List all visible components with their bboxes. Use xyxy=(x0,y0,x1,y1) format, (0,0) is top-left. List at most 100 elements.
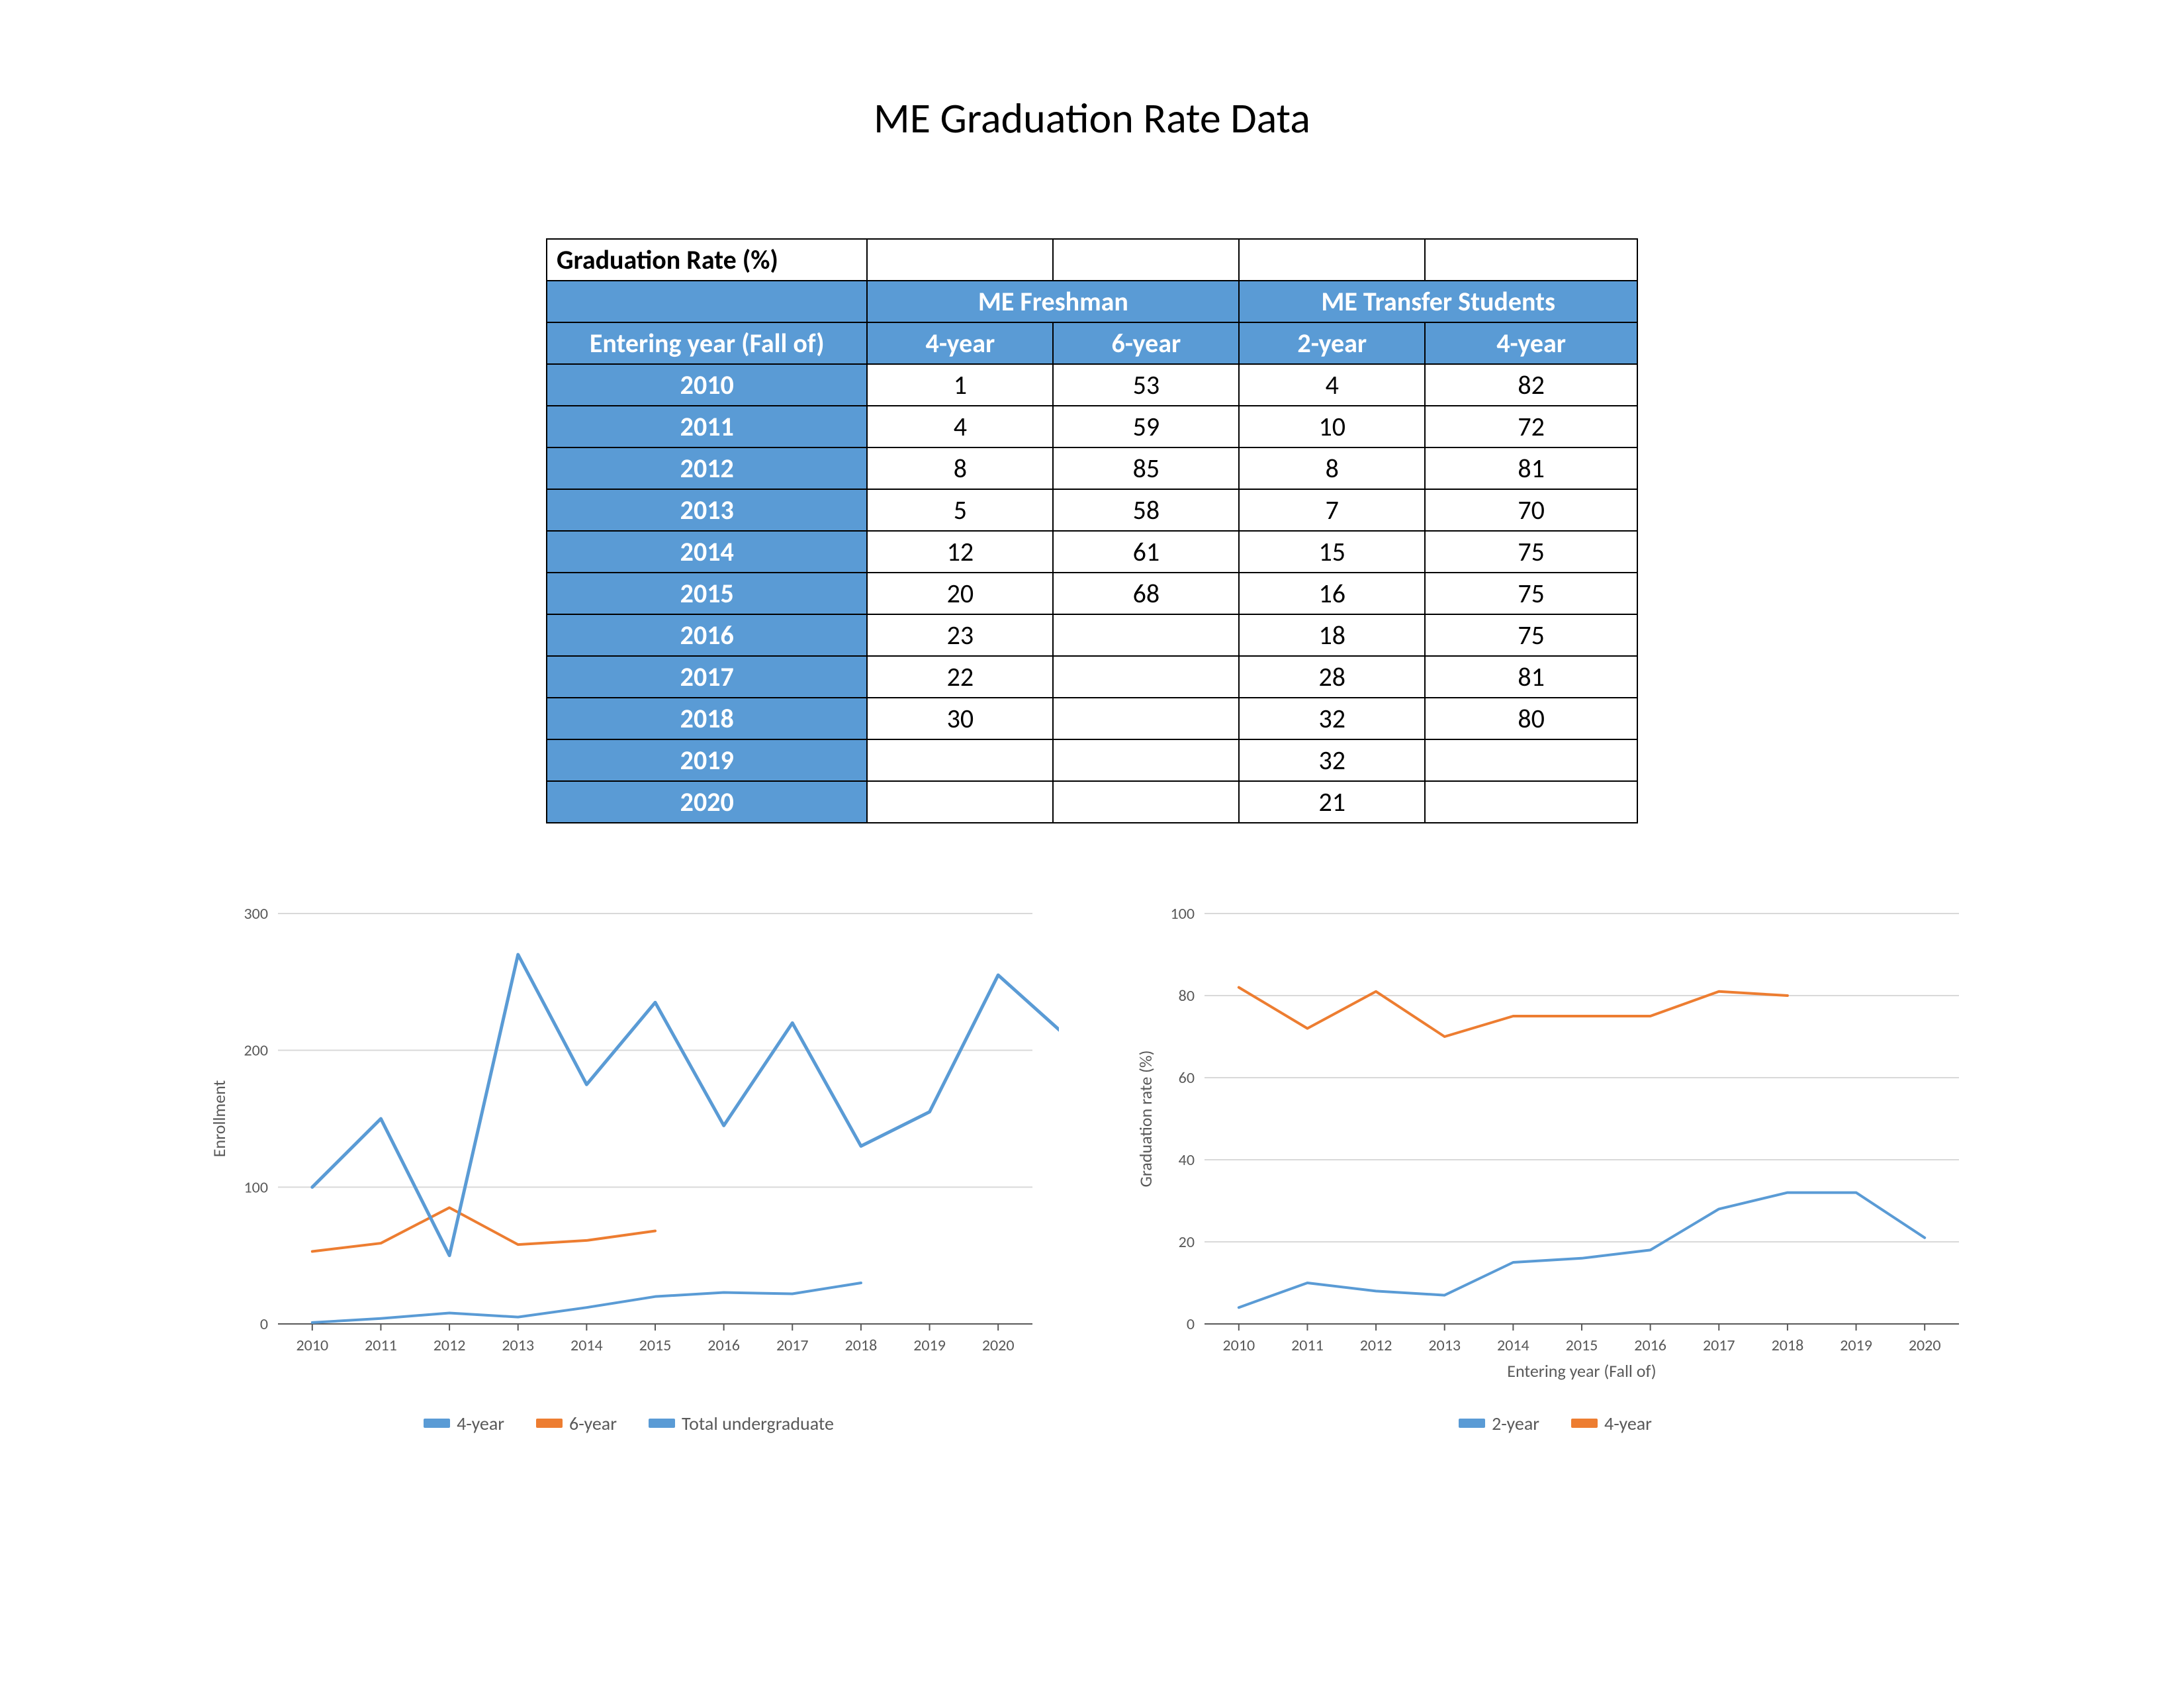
year-cell: 2010 xyxy=(547,364,867,406)
x-tick-label: 2019 xyxy=(913,1336,946,1355)
y-axis-label: Graduation rate (%) xyxy=(1135,1051,1156,1188)
graduation-table: Graduation Rate (%) ME Freshman ME Trans… xyxy=(546,238,1638,823)
legend-label: 4-year xyxy=(457,1412,504,1435)
page-title: ME Graduation Rate Data xyxy=(0,93,2184,144)
table-body: 2010153482201145910722012885881201355877… xyxy=(547,364,1637,823)
blank-header xyxy=(1239,239,1425,281)
x-tick-label: 2011 xyxy=(365,1336,397,1355)
data-cell xyxy=(1053,656,1239,698)
x-tick-label: 2014 xyxy=(1497,1336,1529,1355)
table-header-row-3: Entering year (Fall of) 4-year 6-year 2-… xyxy=(547,322,1637,364)
blank-header xyxy=(1053,239,1239,281)
y-tick-label: 300 xyxy=(244,904,269,923)
data-cell: 7 xyxy=(1239,489,1425,531)
y-tick-label: 0 xyxy=(1187,1315,1195,1334)
x-tick-label: 2018 xyxy=(1772,1336,1804,1355)
year-cell: 2012 xyxy=(547,447,867,489)
data-cell: 15 xyxy=(1239,531,1425,573)
blank-header xyxy=(1425,239,1637,281)
data-cell: 53 xyxy=(1053,364,1239,406)
data-cell: 5 xyxy=(867,489,1053,531)
y-tick-label: 100 xyxy=(244,1178,269,1197)
legend-item: 2-year xyxy=(1459,1412,1539,1435)
data-cell: 59 xyxy=(1053,406,1239,447)
table-row: 201932 xyxy=(547,739,1637,781)
data-cell: 8 xyxy=(867,447,1053,489)
chart-series-line xyxy=(312,1283,861,1323)
data-cell xyxy=(867,781,1053,823)
table-row: 20114591072 xyxy=(547,406,1637,447)
data-cell: 23 xyxy=(867,614,1053,656)
x-tick-label: 2014 xyxy=(570,1336,603,1355)
table-row: 2010153482 xyxy=(547,364,1637,406)
table-header-row-1: Graduation Rate (%) xyxy=(547,239,1637,281)
data-cell: 70 xyxy=(1425,489,1637,531)
year-cell: 2011 xyxy=(547,406,867,447)
year-cell: 2019 xyxy=(547,739,867,781)
enrollment-chart: 0100200300201020112012201320142015201620… xyxy=(199,900,1059,1435)
x-tick-label: 2012 xyxy=(433,1336,466,1355)
legend-swatch xyxy=(1571,1419,1598,1428)
legend-swatch xyxy=(536,1419,563,1428)
chart-series-line xyxy=(1239,988,1788,1037)
data-cell: 28 xyxy=(1239,656,1425,698)
group-header-transfer: ME Transfer Students xyxy=(1239,281,1637,322)
charts-row: 0100200300201020112012201320142015201620… xyxy=(199,900,1985,1435)
data-cell: 1 xyxy=(867,364,1053,406)
table-row: 202021 xyxy=(547,781,1637,823)
x-tick-label: 2015 xyxy=(1566,1336,1598,1355)
data-cell: 72 xyxy=(1425,406,1637,447)
table-corner-header: Graduation Rate (%) xyxy=(547,239,867,281)
legend-swatch xyxy=(1459,1419,1485,1428)
legend-label: 2-year xyxy=(1492,1412,1539,1435)
table-row: 2018303280 xyxy=(547,698,1637,739)
x-tick-label: 2013 xyxy=(1428,1336,1461,1355)
data-cell: 68 xyxy=(1053,573,1239,614)
year-cell: 2014 xyxy=(547,531,867,573)
data-cell: 10 xyxy=(1239,406,1425,447)
data-cell: 58 xyxy=(1053,489,1239,531)
data-cell: 4 xyxy=(867,406,1053,447)
table-row: 2012885881 xyxy=(547,447,1637,489)
table-row: 2017222881 xyxy=(547,656,1637,698)
enrollment-chart-svg: 0100200300201020112012201320142015201620… xyxy=(199,900,1059,1403)
chart-series-line xyxy=(312,1207,655,1251)
gradrate-chart-legend: 2-year 4-year xyxy=(1125,1410,1985,1435)
year-cell: 2016 xyxy=(547,614,867,656)
year-cell: 2017 xyxy=(547,656,867,698)
legend-label: Total undergraduate xyxy=(682,1412,834,1435)
data-cell xyxy=(1053,614,1239,656)
year-col-header: Entering year (Fall of) xyxy=(547,322,867,364)
data-cell: 81 xyxy=(1425,447,1637,489)
x-tick-label: 2017 xyxy=(1703,1336,1735,1355)
table-row: 2013558770 xyxy=(547,489,1637,531)
subcol-header: 4-year xyxy=(867,322,1053,364)
data-cell xyxy=(1053,739,1239,781)
enrollment-chart-legend: 4-year6-yearTotal undergraduate xyxy=(199,1410,1059,1435)
gradrate-chart: 0204060801002010201120122013201420152016… xyxy=(1125,900,1985,1435)
subcol-header: 6-year xyxy=(1053,322,1239,364)
table-row: 201520681675 xyxy=(547,573,1637,614)
table-header-row-2: ME Freshman ME Transfer Students xyxy=(547,281,1637,322)
y-tick-label: 20 xyxy=(1179,1233,1195,1252)
table-row: 2016231875 xyxy=(547,614,1637,656)
subcol-header: 4-year xyxy=(1425,322,1637,364)
x-tick-label: 2012 xyxy=(1360,1336,1392,1355)
y-tick-label: 0 xyxy=(260,1315,268,1334)
legend-item: 4-year xyxy=(1571,1412,1652,1435)
data-cell: 30 xyxy=(867,698,1053,739)
y-tick-label: 40 xyxy=(1179,1150,1195,1170)
y-tick-label: 200 xyxy=(244,1041,269,1060)
x-tick-label: 2010 xyxy=(1222,1336,1255,1355)
data-cell: 75 xyxy=(1425,573,1637,614)
x-tick-label: 2018 xyxy=(845,1336,878,1355)
x-tick-label: 2013 xyxy=(502,1336,534,1355)
table-row: 201412611575 xyxy=(547,531,1637,573)
x-tick-label: 2017 xyxy=(776,1336,809,1355)
graduation-table-wrap: Graduation Rate (%) ME Freshman ME Trans… xyxy=(546,238,1638,823)
x-tick-label: 2016 xyxy=(1634,1336,1666,1355)
data-cell: 80 xyxy=(1425,698,1637,739)
data-cell: 22 xyxy=(867,656,1053,698)
legend-swatch xyxy=(424,1419,450,1428)
chart-series-line xyxy=(1239,1193,1925,1308)
